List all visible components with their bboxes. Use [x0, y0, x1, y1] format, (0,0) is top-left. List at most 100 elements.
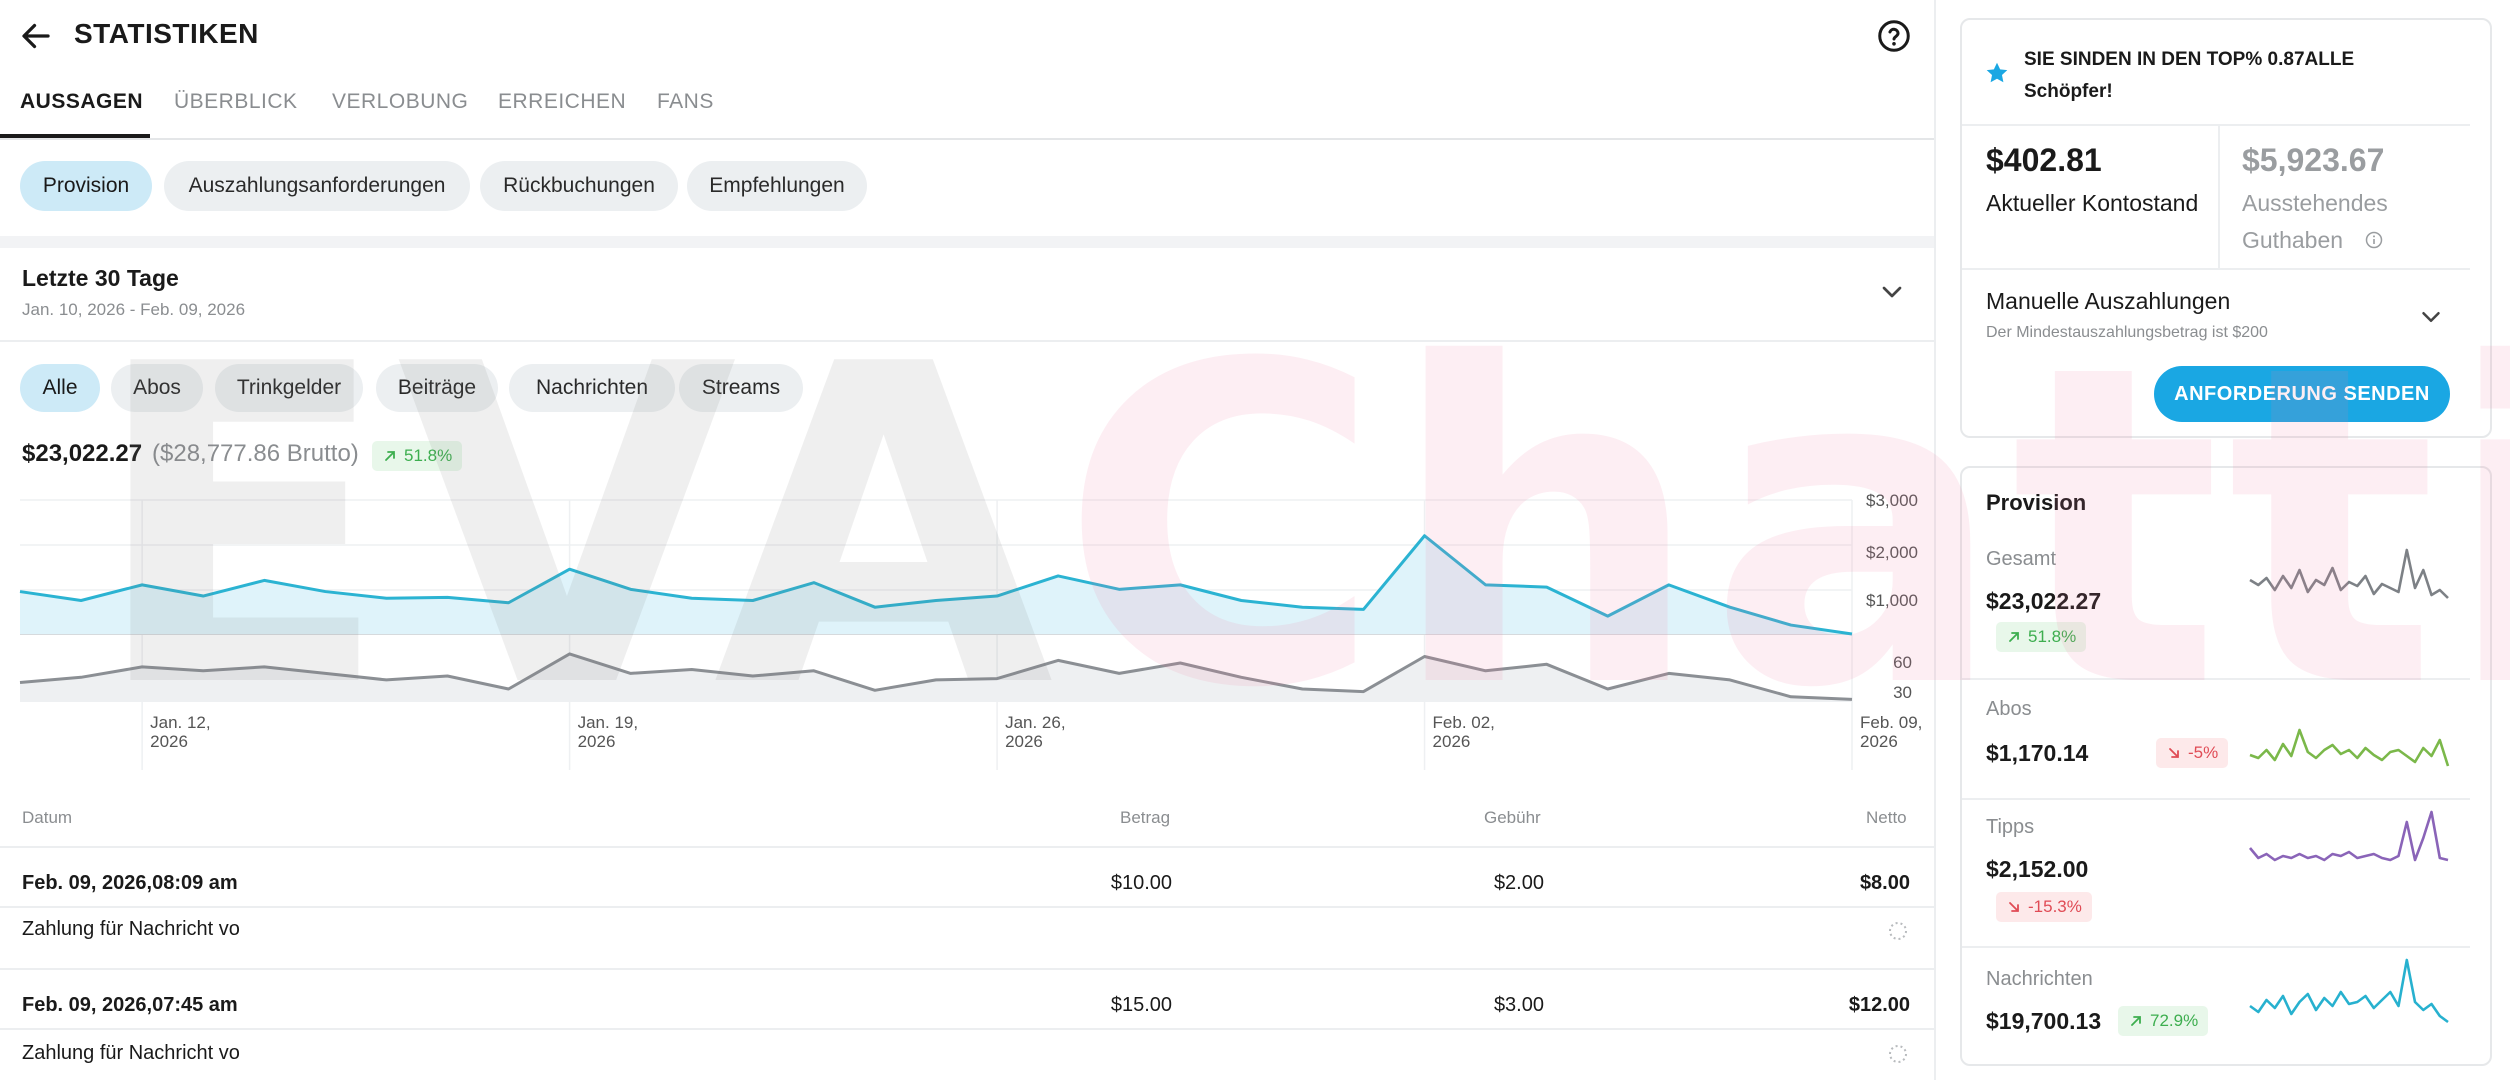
stat-label-nachrichten: Nachrichten	[1986, 968, 2093, 990]
row1-net: $8.00	[1859, 872, 1910, 894]
filter-trinkgelder[interactable]: Trinkgelder	[215, 364, 363, 412]
sparkline-path	[2249, 958, 2449, 1024]
balance-value: $402.81	[1986, 142, 2102, 178]
series-area-amount	[20, 535, 1852, 634]
x-tick-label: 2026	[1005, 732, 1043, 751]
row1-fee: $2.00	[1493, 872, 1544, 894]
stat-value-gesamt: $23,022.27	[1986, 588, 2102, 614]
stat-change-gesamt: 51.8%	[2028, 627, 2077, 646]
help-icon[interactable]	[1876, 18, 1912, 54]
divider	[0, 340, 1934, 342]
total-net: $23,022.27	[22, 440, 143, 467]
series-line-count	[19, 652, 1853, 701]
x-tick-label: 2026	[578, 732, 616, 751]
sparkline-nachrichten	[2249, 958, 2449, 1024]
arrow-up-right-icon	[2131, 1016, 2141, 1026]
change-value: 51.8%	[404, 446, 453, 465]
divider	[0, 906, 1934, 908]
sparkline-path	[2249, 548, 2449, 599]
row2-description: Zahlung für Nachricht vo	[22, 1042, 240, 1064]
x-tick-label: 2026	[1860, 732, 1898, 751]
filter-streams[interactable]: Streams	[679, 364, 803, 412]
y-tick-label: $2,000	[1866, 543, 1918, 562]
info-icon[interactable]	[2364, 230, 2384, 250]
stat-badge-abos: -5%	[2156, 738, 2229, 768]
row2-fee: $3.00	[1493, 994, 1544, 1016]
main-panel: STATISTIKEN AUSSAGEN ÜBERBLICK VERLOBUNG…	[0, 0, 1934, 1064]
row1-date: Feb. 09, 2026,08:09 am	[22, 872, 238, 894]
tab-ueberblick[interactable]: ÜBERBLICK	[174, 90, 298, 113]
y-tick-label: $3,000	[1866, 491, 1918, 510]
tab-erreichen[interactable]: ERREICHEN	[498, 90, 627, 113]
tab-fans[interactable]: FANS	[657, 90, 714, 113]
star-icon	[1986, 62, 2008, 83]
sparkline-tipps	[2248, 810, 2449, 862]
section-divider	[0, 236, 1934, 248]
pending-value: $5,923.67	[2242, 142, 2385, 178]
top-creator-text: SIE SINDEN IN DEN TOP% 0.87ALLE Schöpfer…	[2024, 49, 2355, 102]
stat-badge-tipps: -15.3%	[1996, 892, 2092, 922]
pending-label: Ausstehendes Guthaben	[2242, 190, 2388, 253]
stat-value-tipps: $2,152.00	[1986, 856, 2089, 882]
x-tick-label: 2026	[1433, 732, 1471, 751]
col-betrag: Betrag	[1120, 808, 1171, 827]
change-badge: 51.8%	[372, 441, 463, 471]
x-tick-label: Jan. 19,	[578, 713, 639, 732]
row2-net: $12.00	[1848, 994, 1910, 1016]
tab-verlobung[interactable]: VERLOBUNG	[332, 90, 469, 113]
range-title[interactable]: Letzte 30 Tage	[22, 265, 179, 291]
stat-value-abos: $1,170.14	[1986, 740, 2089, 766]
stat-label-tipps: Tipps	[1986, 816, 2035, 838]
back-arrow-icon[interactable]	[18, 18, 54, 54]
chevron-down-icon[interactable]	[1876, 276, 1908, 308]
stat-change-tipps: -15.3%	[2028, 897, 2082, 916]
col-netto: Netto	[1866, 808, 1907, 827]
sparkline-gesamt	[2249, 548, 2449, 599]
divider	[1962, 946, 2470, 948]
tab-aussagen[interactable]: AUSSAGEN	[20, 90, 144, 113]
subtab-empfehlungen[interactable]: Empfehlungen	[687, 161, 867, 211]
manual-payout-title[interactable]: Manuelle Auszahlungen	[1986, 288, 2231, 314]
sparkline-path	[2248, 810, 2449, 862]
arrow-up-right-icon	[2009, 632, 2019, 642]
subtab-auszahlungsanforderungen[interactable]: Auszahlungsanforderungen	[164, 161, 470, 211]
y-tick-label: 30	[1893, 683, 1912, 702]
filter-alle[interactable]: Alle	[20, 364, 100, 412]
filter-nachrichten[interactable]: Nachrichten	[509, 364, 675, 412]
filter-abos[interactable]: Abos	[111, 364, 203, 412]
divider	[1962, 678, 2470, 680]
loading-spinner-icon	[1889, 1045, 1907, 1063]
divider	[1962, 268, 2470, 270]
stat-value-nachrichten: $19,700.13	[1986, 1008, 2102, 1034]
sparkline-abos	[2249, 728, 2450, 767]
row1-amount: $10.00	[1110, 872, 1172, 894]
stat-label-abos: Abos	[1986, 698, 2032, 720]
stat-badge-nachrichten: 72.9%	[2118, 1006, 2209, 1036]
col-gebuehr: Gebühr	[1484, 808, 1541, 827]
range-dates: Jan. 10, 2026 - Feb. 09, 2026	[22, 300, 246, 319]
subtab-rueckbuchungen[interactable]: Rückbuchungen	[480, 161, 678, 211]
subtab-provision[interactable]: Provision	[20, 161, 152, 211]
divider	[1962, 124, 2470, 126]
x-tick-label: Feb. 09,	[1860, 713, 1922, 732]
page-title: STATISTIKEN	[74, 18, 259, 49]
sparkline-path	[2249, 728, 2450, 767]
series-area-count	[20, 653, 1852, 702]
y-tick-label: $1,000	[1866, 591, 1918, 610]
stat-badge-gesamt: 51.8%	[1996, 622, 2087, 652]
loading-spinner-icon	[1889, 922, 1907, 940]
provision-title: Provision	[1986, 490, 2087, 515]
chevron-down-icon[interactable]	[2416, 302, 2446, 332]
send-request-button[interactable]: ANFORDERUNG SENDEN	[2154, 366, 2450, 422]
x-tick-label: 2026	[150, 732, 188, 751]
row1-description: Zahlung für Nachricht vo	[22, 918, 240, 940]
col-datum: Datum	[22, 808, 73, 827]
stat-change-nachrichten: 72.9%	[2150, 1011, 2199, 1030]
series-line-amount	[19, 534, 1853, 636]
arrow-down-right-icon	[2009, 902, 2019, 912]
header: STATISTIKEN	[0, 0, 1934, 70]
active-tab-indicator	[0, 134, 150, 138]
filter-beitraege[interactable]: Beiträge	[376, 364, 498, 412]
balance-label: Aktueller Kontostand	[1986, 190, 2199, 216]
manual-payout-hint: Der Mindestauszahlungsbetrag ist $200	[1986, 324, 2268, 341]
